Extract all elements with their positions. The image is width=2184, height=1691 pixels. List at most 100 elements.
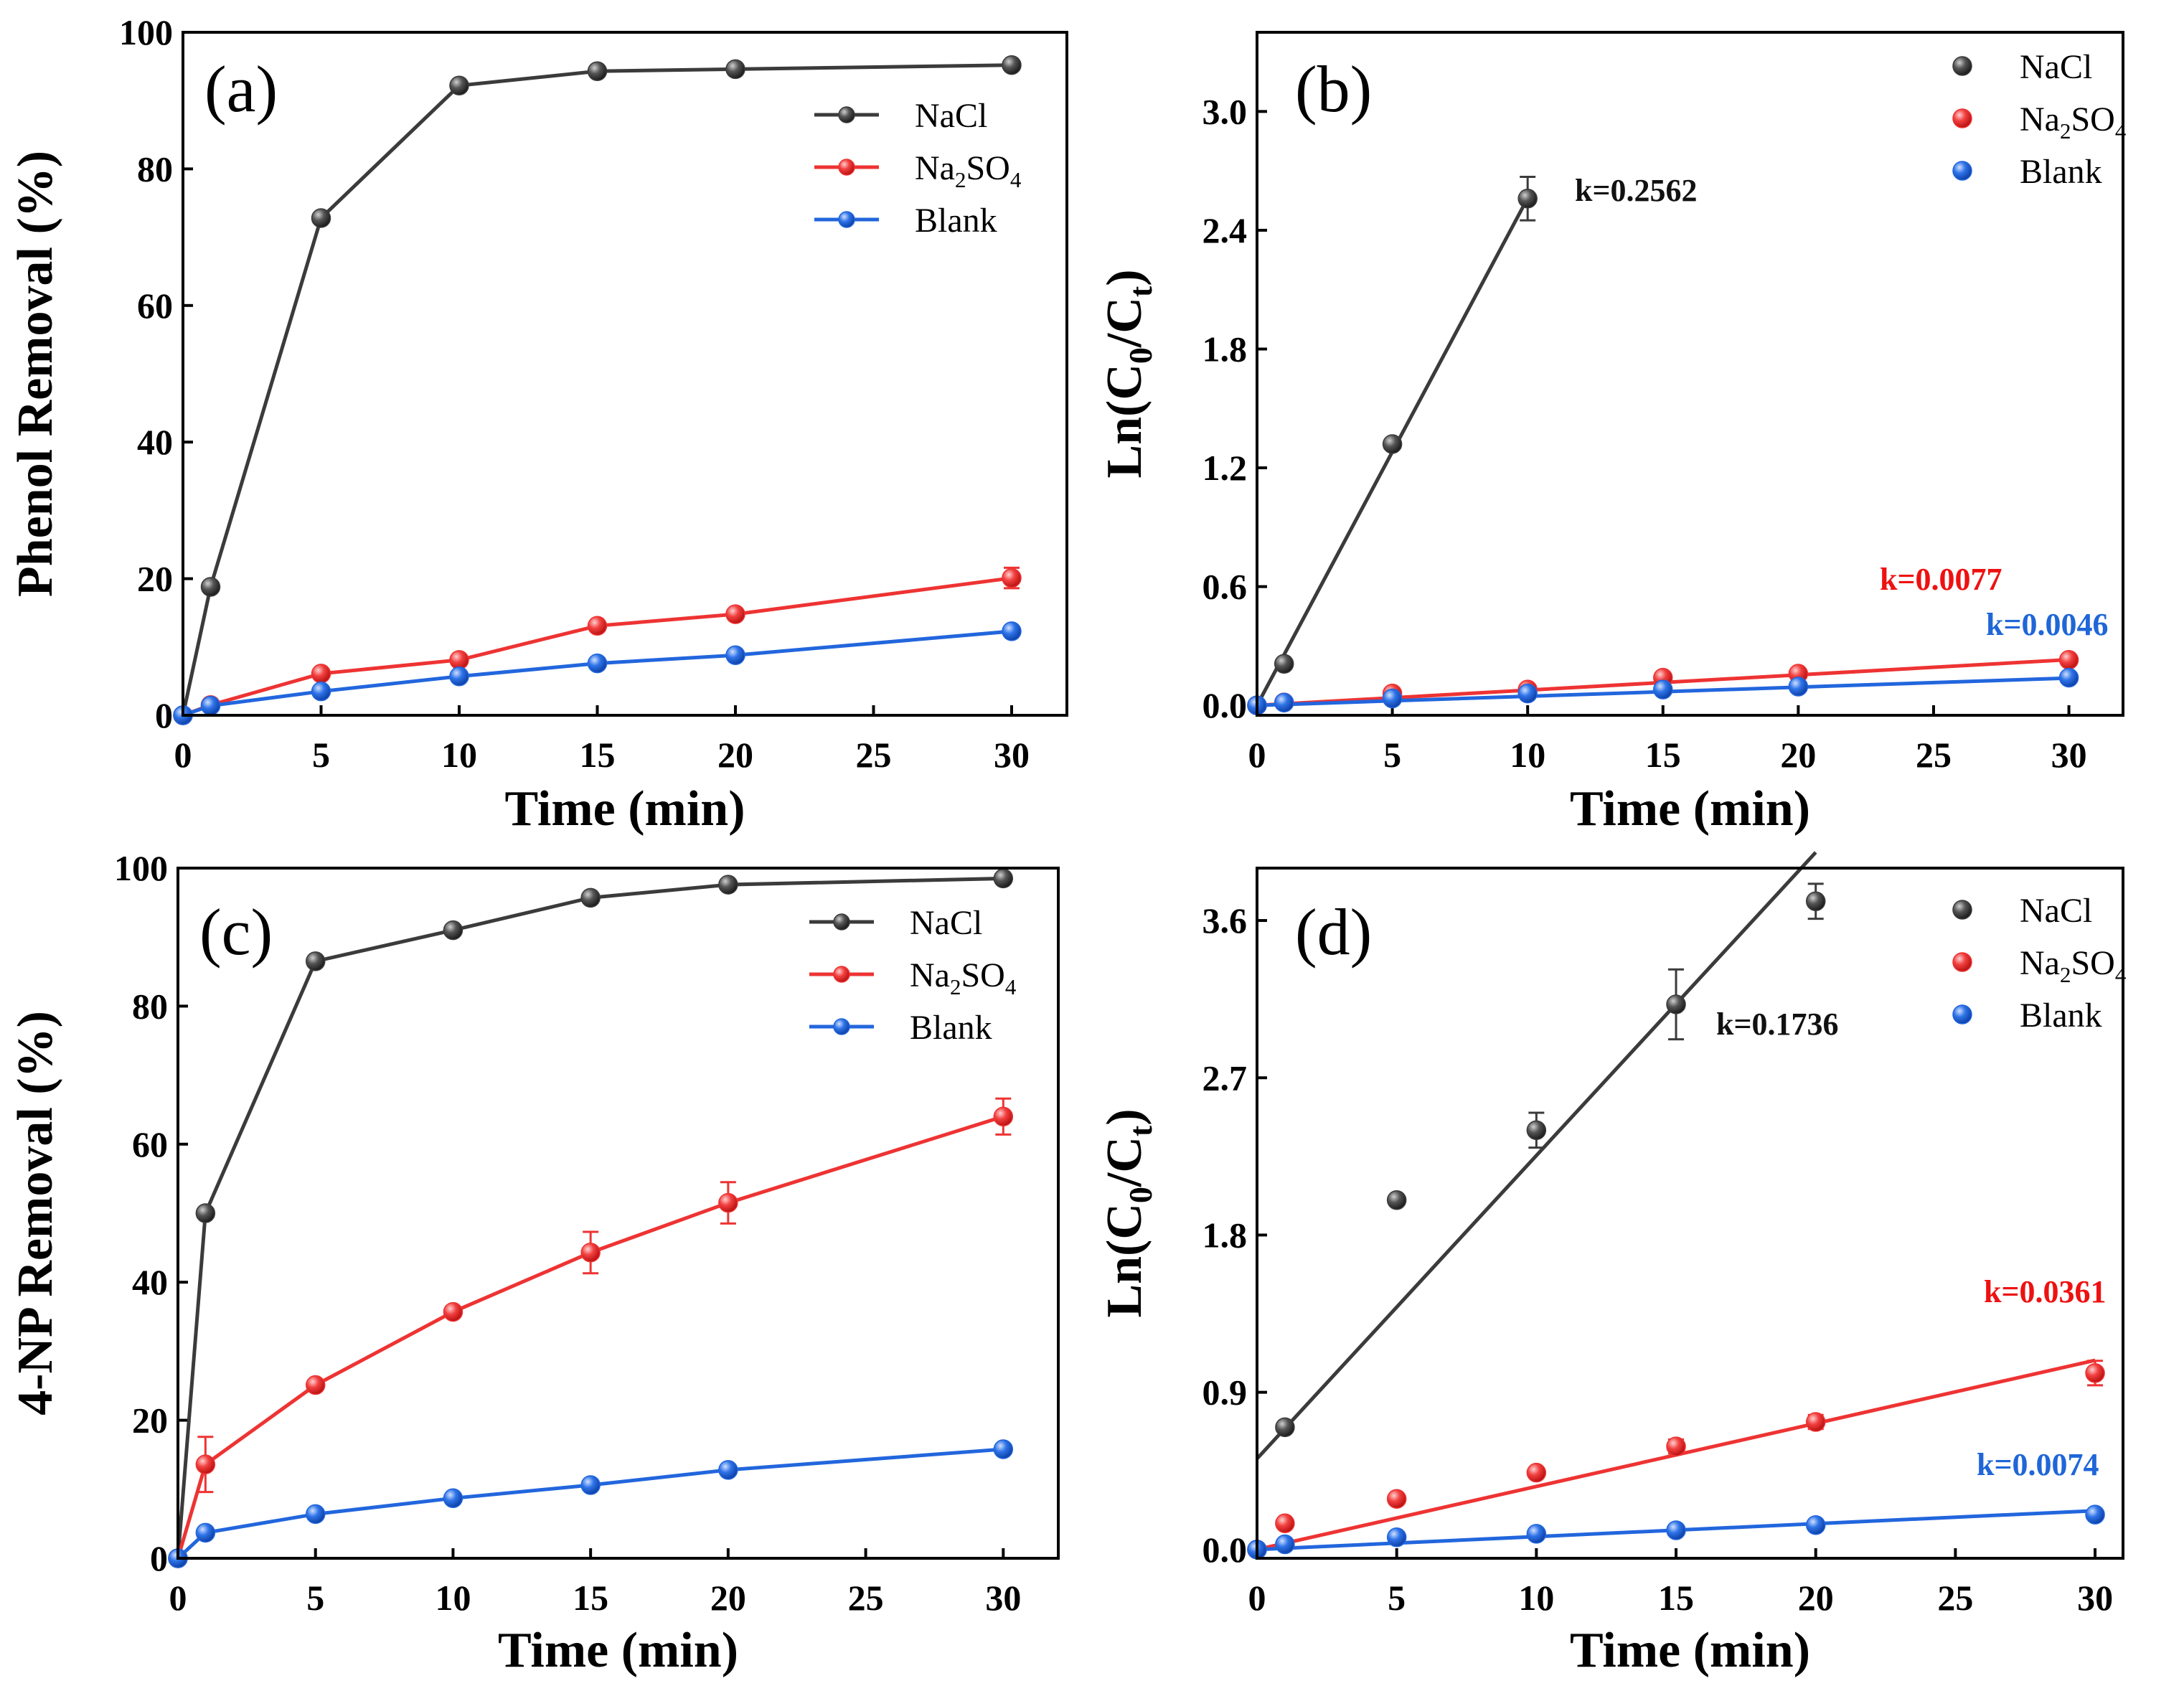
y-tick-label: 1.2 xyxy=(1202,448,1248,488)
chart-panel-c: 0 5 10 15 20 25 30 0 20 40 60 80 100 Time (min) 4-NP R… xyxy=(8,848,1060,1678)
y-tick-label: 100 xyxy=(114,848,168,888)
rate-constant-label: k=0.2562 xyxy=(1575,173,1698,208)
y-tick-label: 3.6 xyxy=(1202,900,1248,941)
data-point-Na2SO4 xyxy=(195,1454,216,1474)
data-point-Blank xyxy=(1002,621,1022,641)
data-point-NaCl xyxy=(718,875,738,895)
legend-label-Na2SO4: Na2SO4 xyxy=(2020,944,2127,987)
y-tick-label: 2.4 xyxy=(1202,210,1248,250)
data-point-Na2SO4 xyxy=(718,1192,738,1213)
legend-label-NaCl: NaCl xyxy=(910,904,982,942)
y-tick-label: 80 xyxy=(137,149,173,189)
y-tick-label: 0 xyxy=(155,695,173,735)
data-point-Blank xyxy=(580,1475,601,1495)
data-point-Blank xyxy=(1517,683,1538,704)
data-point-Blank xyxy=(1666,1520,1686,1540)
data-point-Blank xyxy=(718,1460,738,1480)
x-axis-label: Time (min) xyxy=(1570,781,1810,837)
rate-constant-label: k=0.0046 xyxy=(1986,607,2109,642)
y-axis-label: Phenol Removal (%) xyxy=(8,151,63,597)
data-point-Na2SO4 xyxy=(1805,1412,1826,1432)
x-tick-label: 30 xyxy=(985,1578,1021,1618)
data-point-NaCl xyxy=(1275,1417,1295,1438)
legend-label-NaCl: NaCl xyxy=(2020,892,2092,930)
rate-constant-label: k=0.0361 xyxy=(1984,1274,2107,1309)
y-axis-label: 4-NP Removal (%) xyxy=(8,1011,63,1416)
legend-marker xyxy=(1952,952,1972,972)
y-tick-label: 0 xyxy=(150,1538,168,1578)
legend-marker xyxy=(1952,161,1972,181)
data-point-Na2SO4 xyxy=(587,616,608,636)
x-tick-label: 20 xyxy=(1780,735,1816,775)
fit-line-NaCl xyxy=(1256,851,1817,1460)
data-point-Blank xyxy=(1382,688,1403,709)
panel-label: (b) xyxy=(1295,52,1372,126)
data-point-Blank xyxy=(1526,1524,1547,1544)
legend-marker xyxy=(833,1018,850,1035)
data-point-Blank xyxy=(1788,677,1809,697)
data-point-Blank xyxy=(1653,679,1673,700)
data-point-Blank xyxy=(587,653,608,674)
data-point-Blank xyxy=(2085,1504,2105,1525)
y-tick-label: 2.7 xyxy=(1202,1058,1248,1098)
y-tick-label: 20 xyxy=(132,1400,168,1441)
data-point-Blank xyxy=(1386,1527,1407,1548)
chart-panel-a: 0 5 10 15 20 25 30 0 20 40 60 80 100 Time (min) Phenol… xyxy=(8,12,1068,837)
x-tick-label: 25 xyxy=(1937,1578,1973,1618)
legend-marker xyxy=(833,913,850,931)
legend-label-Na2SO4: Na2SO4 xyxy=(915,149,1022,192)
x-tick-label: 20 xyxy=(710,1578,746,1618)
y-tick-label: 3.0 xyxy=(1202,91,1248,131)
x-axis-label: Time (min) xyxy=(504,781,745,837)
data-point-Na2SO4 xyxy=(2085,1363,2105,1383)
y-tick-label: 1.8 xyxy=(1202,329,1248,369)
x-tick-label: 15 xyxy=(573,1578,608,1618)
y-tick-label: 60 xyxy=(132,1124,168,1164)
x-tick-label: 30 xyxy=(994,735,1030,775)
x-tick-label: 0 xyxy=(1248,1578,1266,1618)
legend-marker xyxy=(1952,900,1972,920)
data-point-NaCl xyxy=(1386,1190,1407,1210)
data-point-Blank xyxy=(1274,692,1294,713)
x-tick-label: 10 xyxy=(441,735,477,775)
data-point-NaCl xyxy=(195,1203,216,1223)
data-point-Blank xyxy=(993,1439,1014,1459)
y-tick-label: 0.0 xyxy=(1202,685,1248,725)
data-point-Na2SO4 xyxy=(993,1106,1014,1127)
legend-label-Blank: Blank xyxy=(2020,997,2102,1035)
legend-marker xyxy=(1952,56,1972,76)
x-tick-label: 5 xyxy=(1388,1578,1406,1618)
legend-marker xyxy=(838,211,855,228)
series-line-Blank xyxy=(176,1447,1004,1560)
legend-marker xyxy=(1952,1004,1972,1025)
x-tick-label: 25 xyxy=(1916,735,1952,775)
x-tick-label: 30 xyxy=(2051,735,2087,775)
legend: NaCl Na2SO4 Blank xyxy=(809,904,1017,1047)
x-tick-label: 0 xyxy=(169,1578,187,1618)
x-tick-label: 0 xyxy=(1248,735,1266,775)
data-point-Blank xyxy=(1275,1534,1295,1555)
x-tick-label: 20 xyxy=(717,735,753,775)
data-point-NaCl xyxy=(1517,189,1538,209)
series-line-Blank xyxy=(182,629,1012,717)
y-tick-label: 60 xyxy=(137,286,173,326)
data-point-Blank xyxy=(1805,1515,1826,1535)
panel-label: (d) xyxy=(1295,895,1372,969)
y-tick-label: 20 xyxy=(137,559,173,599)
data-point-Blank xyxy=(443,1488,463,1509)
legend: NaCl Na2SO4 Blank xyxy=(1952,892,2127,1035)
data-point-NaCl xyxy=(1805,891,1826,912)
data-point-Blank xyxy=(195,1522,216,1543)
rate-constant-label: k=0.0077 xyxy=(1880,562,2002,597)
data-point-NaCl xyxy=(200,577,221,597)
legend-marker xyxy=(838,159,855,176)
data-point-NaCl xyxy=(443,920,463,941)
legend-label-Blank: Blank xyxy=(2020,153,2102,191)
x-tick-label: 15 xyxy=(580,735,616,775)
y-tick-label: 1.8 xyxy=(1202,1215,1248,1255)
x-tick-label: 20 xyxy=(1798,1578,1834,1618)
x-tick-label: 5 xyxy=(1383,735,1401,775)
x-tick-label: 10 xyxy=(1510,735,1545,775)
x-tick-label: 10 xyxy=(435,1578,471,1618)
